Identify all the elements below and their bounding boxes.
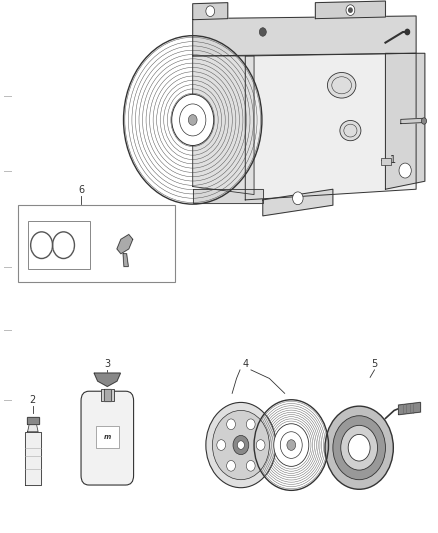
Polygon shape xyxy=(399,402,420,415)
Text: 5: 5 xyxy=(371,359,378,369)
Circle shape xyxy=(217,440,226,450)
Polygon shape xyxy=(117,235,133,254)
Circle shape xyxy=(259,28,266,36)
Circle shape xyxy=(256,440,265,450)
Polygon shape xyxy=(193,189,263,203)
Circle shape xyxy=(346,5,355,15)
Polygon shape xyxy=(263,189,333,216)
Bar xyxy=(28,221,90,269)
Polygon shape xyxy=(193,3,228,20)
Circle shape xyxy=(227,461,236,471)
Circle shape xyxy=(325,406,393,489)
Circle shape xyxy=(206,402,276,488)
Circle shape xyxy=(246,419,255,430)
Circle shape xyxy=(233,435,249,455)
Polygon shape xyxy=(193,16,416,56)
Bar xyxy=(18,205,175,282)
Circle shape xyxy=(405,29,410,35)
Circle shape xyxy=(246,461,255,471)
Polygon shape xyxy=(27,417,39,424)
Circle shape xyxy=(274,424,309,466)
Circle shape xyxy=(333,416,385,480)
Circle shape xyxy=(212,410,269,480)
Circle shape xyxy=(341,425,378,470)
Ellipse shape xyxy=(327,72,356,98)
Circle shape xyxy=(227,419,236,430)
Polygon shape xyxy=(193,56,254,195)
Polygon shape xyxy=(94,373,120,386)
Text: m: m xyxy=(104,434,111,440)
Circle shape xyxy=(348,434,370,461)
Bar xyxy=(381,158,391,165)
FancyBboxPatch shape xyxy=(81,391,134,485)
Text: 6: 6 xyxy=(78,184,84,195)
Circle shape xyxy=(287,440,296,450)
Polygon shape xyxy=(401,118,423,124)
Polygon shape xyxy=(385,53,425,189)
Circle shape xyxy=(399,163,411,178)
Ellipse shape xyxy=(88,472,126,482)
Polygon shape xyxy=(123,254,128,266)
Circle shape xyxy=(349,8,352,12)
Polygon shape xyxy=(315,1,385,19)
Ellipse shape xyxy=(340,120,361,141)
Circle shape xyxy=(293,192,303,205)
Circle shape xyxy=(206,6,215,17)
Text: 1: 1 xyxy=(390,155,396,165)
Polygon shape xyxy=(245,53,416,200)
Circle shape xyxy=(237,441,244,449)
Polygon shape xyxy=(28,424,38,432)
Circle shape xyxy=(188,115,197,125)
Polygon shape xyxy=(25,432,41,485)
Circle shape xyxy=(421,118,427,124)
Text: 3: 3 xyxy=(104,359,110,369)
Bar xyxy=(96,426,119,448)
Circle shape xyxy=(172,94,214,146)
Text: 4: 4 xyxy=(242,359,248,369)
Text: 2: 2 xyxy=(30,395,36,405)
Polygon shape xyxy=(104,389,111,401)
Bar xyxy=(101,389,114,401)
